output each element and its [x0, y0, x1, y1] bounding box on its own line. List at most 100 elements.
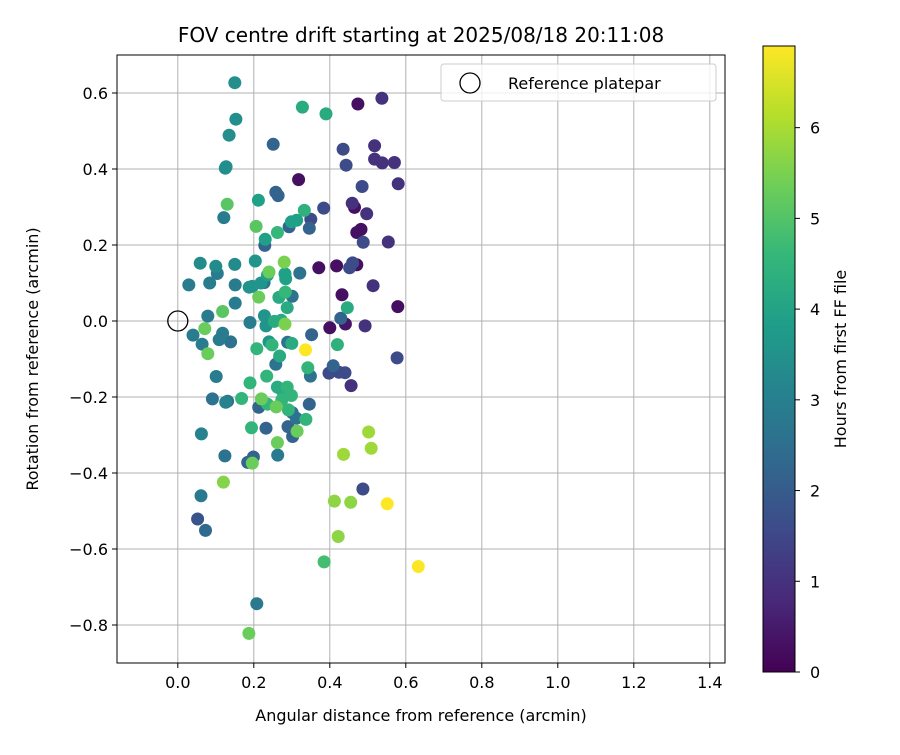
reference-marker-layer: [167, 310, 189, 332]
scatter-point: [330, 338, 344, 352]
scatter-point: [323, 321, 337, 335]
y-axis-ticks: −0.8 −0.6 −0.4 −0.2 0.0 0.2 0.4 0.6: [69, 84, 117, 635]
x-tick-label: 0.8: [469, 673, 494, 692]
scatter-point: [250, 597, 264, 611]
legend-entry-reference: Reference platepar: [508, 74, 661, 93]
scatter-point: [346, 256, 360, 270]
scatter-point: [344, 379, 358, 393]
y-tick-label: 0.4: [83, 160, 108, 179]
colorbar-tick-label: 4: [810, 300, 820, 319]
scatter-point: [199, 523, 212, 537]
scatter-point: [302, 221, 316, 235]
colorbar-tick-label: 6: [810, 119, 820, 138]
scatter-point: [270, 436, 284, 450]
x-axis-ticks: 0.0 0.2 0.4 0.6 0.8 1.0 1.2 1.4: [165, 663, 723, 692]
scatter-point: [391, 300, 405, 314]
scatter-point: [335, 288, 349, 302]
x-tick-label: 0.0: [165, 673, 190, 692]
x-tick-label: 0.2: [241, 673, 266, 692]
scatter-point: [351, 97, 365, 111]
colorbar-ticks: 0 1 2 3 4 5 6: [795, 119, 820, 682]
scatter-point: [248, 254, 262, 268]
scatter-point: [194, 489, 208, 503]
y-tick-label: 0.2: [83, 236, 108, 255]
scatter-point: [331, 530, 345, 543]
scatter-point: [235, 392, 249, 405]
scatter-point: [356, 482, 370, 496]
scatter-point: [222, 128, 236, 142]
scatter-point: [259, 421, 273, 435]
scatter-point: [250, 342, 264, 356]
scatter-point: [289, 411, 303, 425]
scatter-point: [258, 232, 272, 246]
scatter-point: [334, 311, 348, 325]
scatter-point: [290, 424, 304, 438]
scatter-point: [273, 349, 287, 363]
scatter-point: [195, 337, 209, 351]
scatter-point: [317, 201, 331, 215]
x-tick-label: 1.4: [697, 673, 722, 692]
scatter-point: [219, 395, 233, 409]
scatter-point: [339, 158, 353, 172]
scatter-point: [360, 207, 374, 221]
scatter-point: [355, 180, 369, 193]
scatter-point: [270, 226, 284, 239]
legend-box: [440, 63, 717, 102]
scatter-point: [205, 392, 219, 406]
colorbar-tick-label: 3: [810, 391, 820, 410]
scatter-point: [330, 259, 344, 273]
scatter-points: [182, 76, 425, 640]
scatter-point: [302, 397, 316, 411]
y-tick-label: 0.0: [83, 312, 108, 331]
scatter-point: [245, 421, 258, 435]
scatter-point: [224, 335, 238, 349]
scatter-point: [257, 309, 271, 323]
y-tick-label: −0.6: [69, 540, 108, 559]
scatter-point: [381, 235, 395, 249]
scatter-point: [278, 285, 292, 299]
legend-reference-marker: [459, 72, 481, 94]
x-tick-label: 0.4: [317, 673, 342, 692]
scatter-point: [242, 626, 256, 640]
scatter-point: [251, 193, 265, 207]
scatter-point: [301, 361, 315, 375]
scatter-point: [350, 226, 364, 239]
plot-frame: [116, 54, 726, 664]
scatter-point: [267, 314, 281, 328]
scatter-point: [299, 343, 312, 357]
chart-title: FOV centre drift starting at 2025/08/18 …: [178, 23, 664, 47]
scatter-point: [198, 322, 212, 336]
scatter-point: [216, 326, 230, 340]
scatter-point: [245, 456, 259, 470]
x-tick-label: 1.2: [621, 673, 646, 692]
scatter-point: [295, 100, 309, 114]
scatter-point: [245, 279, 259, 293]
scatter-point: [317, 555, 331, 569]
scatter-point: [280, 380, 294, 394]
scatter-point: [368, 139, 382, 153]
scatter-point: [305, 328, 319, 342]
scatter-point: [229, 112, 243, 126]
scatter-point: [411, 560, 425, 573]
scatter-point: [337, 447, 350, 461]
colorbar: 0 1 2 3 4 5 6 Hours from first FF file: [762, 45, 850, 682]
scatter-point: [297, 203, 311, 217]
scatter-point: [380, 497, 394, 511]
scatter-point: [266, 137, 280, 151]
scatter-point: [293, 266, 307, 280]
scatter-point: [194, 427, 208, 441]
scatter-point: [281, 403, 295, 417]
y-tick-label: 0.6: [83, 84, 108, 103]
scatter-point: [216, 475, 230, 489]
scatter-point: [220, 197, 234, 211]
scatter-point: [345, 196, 359, 210]
colorbar-tick-label: 1: [810, 572, 820, 591]
scatter-point: [228, 296, 242, 310]
scatter-point: [219, 160, 233, 174]
x-axis-label: Angular distance from reference (arcmin): [255, 706, 586, 725]
scatter-point: [364, 441, 378, 455]
scatter-point: [209, 259, 223, 273]
scatter-point: [252, 290, 266, 304]
